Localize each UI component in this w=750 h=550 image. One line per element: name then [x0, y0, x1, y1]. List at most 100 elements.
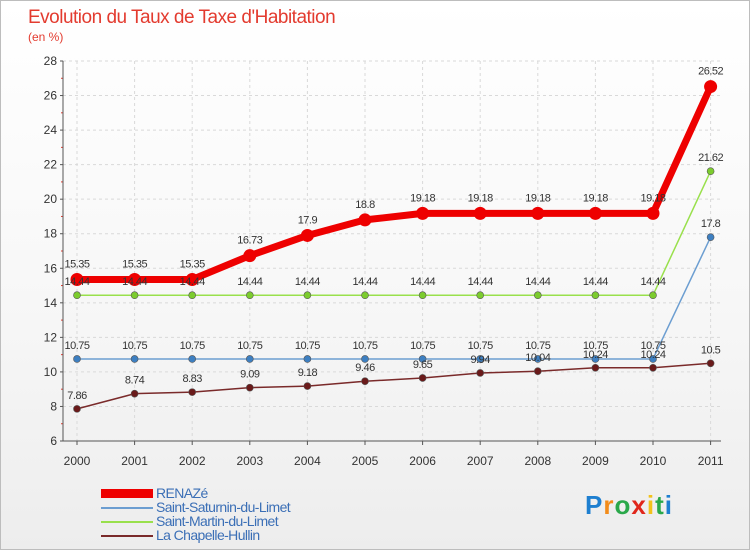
data-point [646, 206, 660, 220]
data-point [246, 291, 254, 300]
data-point [303, 355, 312, 363]
data-point [185, 273, 199, 286]
data-point [70, 273, 84, 286]
data-label: 10.75 [237, 340, 262, 352]
x-tick-label: 2009 [582, 454, 609, 468]
data-point [473, 206, 487, 220]
data-label: 18.8 [355, 199, 375, 211]
y-tick-label: 18 [44, 227, 58, 241]
data-point [73, 355, 81, 363]
data-point [188, 291, 196, 300]
data-point [706, 233, 715, 241]
data-label: 10.75 [295, 340, 320, 352]
data-label: 17.8 [701, 218, 721, 230]
y-tick-label: 14 [44, 296, 58, 310]
x-tick-label: 2010 [640, 454, 667, 468]
y-tick-label: 20 [44, 192, 58, 206]
logo-letter: i [664, 490, 673, 520]
data-point [130, 389, 139, 398]
data-label: 10.75 [468, 340, 493, 352]
series-line-1 [77, 236, 712, 360]
x-tick-label: 2003 [236, 454, 263, 468]
data-label: 14.44 [468, 276, 493, 288]
data-label: 10.75 [352, 340, 377, 352]
y-tick-label: 6 [50, 434, 57, 448]
data-point [73, 405, 81, 413]
logo-letter: r [603, 490, 615, 520]
logo-letter: x [631, 490, 647, 520]
logo-letter: t [655, 490, 665, 520]
data-label: 10.24 [583, 349, 608, 361]
data-point [418, 355, 427, 363]
data-label: 14.44 [122, 276, 147, 288]
logo-letter: o [614, 490, 632, 520]
data-point [303, 291, 312, 300]
data-point [533, 355, 542, 363]
data-point [246, 383, 254, 392]
data-point [706, 359, 715, 368]
data-label: 14.44 [410, 276, 435, 288]
legend-swatch-saint-martin [101, 521, 153, 523]
logo-letter: i [646, 490, 656, 520]
data-point [649, 355, 657, 363]
logo-letter: P [585, 490, 604, 520]
y-tick-label: 16 [44, 261, 58, 275]
data-label: 10.04 [525, 352, 550, 364]
data-label: 19.18 [583, 192, 608, 204]
data-label: 10.75 [180, 340, 205, 352]
x-tick-label: 2000 [64, 454, 91, 468]
y-tick-label: 24 [44, 123, 58, 137]
data-label: 15.35 [122, 259, 147, 271]
data-label: 14.44 [295, 276, 320, 288]
data-point [188, 388, 196, 396]
y-tick-label: 10 [44, 365, 58, 379]
data-label: 8.83 [182, 373, 202, 385]
series-line-3 [76, 362, 711, 410]
data-label: 14.44 [64, 276, 89, 288]
data-label: 14.44 [525, 276, 550, 288]
data-label: 19.18 [468, 192, 493, 204]
data-label: 9.65 [413, 359, 433, 371]
data-label: 10.75 [410, 340, 435, 352]
data-point [303, 382, 312, 390]
data-label: 19.18 [640, 192, 665, 204]
data-label: 21.62 [698, 152, 723, 164]
data-point [591, 363, 600, 372]
data-label: 15.35 [64, 259, 89, 271]
data-label: 19.18 [525, 192, 550, 204]
x-tick-label: 2008 [524, 454, 551, 468]
data-label: 10.24 [640, 349, 665, 361]
legend-label-saint-saturnin: Saint-Saturnin-du-Limet [156, 499, 291, 515]
y-tick-label: 22 [44, 158, 58, 172]
data-label: 19.18 [410, 192, 435, 204]
y-tick-label: 28 [44, 54, 58, 68]
data-point [188, 355, 196, 363]
chart-title: Evolution du Taux de Taxe d'Habitation [28, 7, 336, 28]
y-tick-label: 12 [44, 330, 58, 344]
data-point [418, 374, 427, 382]
data-point [649, 363, 657, 372]
data-label: 10.75 [64, 340, 89, 352]
legend-label-renaze: RENAZé [156, 485, 208, 501]
x-tick-label: 2004 [294, 454, 321, 468]
data-point [591, 291, 600, 300]
data-label: 9.94 [470, 354, 490, 366]
data-point [130, 355, 139, 363]
data-point [416, 206, 430, 220]
data-label: 10.75 [583, 340, 608, 352]
x-tick-label: 2001 [121, 454, 148, 468]
data-label: 7.86 [67, 390, 87, 402]
data-label: 17.9 [298, 214, 318, 226]
data-label: 9.46 [355, 362, 375, 374]
series-line-0 [77, 85, 714, 283]
data-label: 14.44 [237, 276, 262, 288]
legend-label-la-chapelle: La Chapelle-Hullin [156, 527, 260, 543]
data-point [588, 206, 602, 220]
x-tick-label: 2005 [352, 454, 379, 468]
legend-swatch-renaze [101, 489, 153, 498]
x-tick-label: 2007 [467, 454, 494, 468]
data-point [246, 355, 254, 363]
data-point [130, 291, 139, 300]
data-point [706, 167, 715, 175]
